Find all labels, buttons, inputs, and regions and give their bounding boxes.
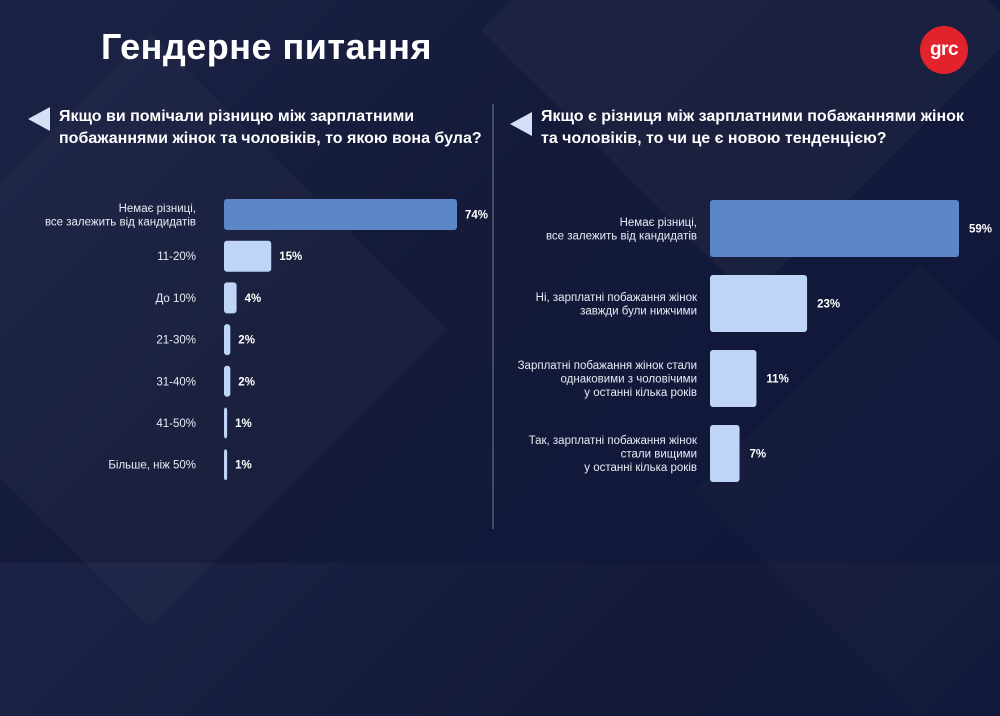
value-label: 1% bbox=[235, 418, 252, 430]
category-label: у останні кілька років bbox=[584, 387, 697, 399]
bar bbox=[710, 425, 740, 482]
category-label: 31-40% bbox=[156, 376, 196, 388]
bar bbox=[224, 324, 231, 356]
bar bbox=[710, 275, 808, 332]
value-label: 59% bbox=[969, 224, 992, 236]
category-label: 11-20% bbox=[157, 251, 196, 263]
value-label: 4% bbox=[245, 293, 262, 305]
grc-logo: grc bbox=[920, 26, 968, 74]
bar bbox=[224, 240, 272, 272]
bar bbox=[224, 365, 231, 397]
left-bar-chart: 74% Немає різниці,все залежить від кандид… bbox=[45, 199, 488, 481]
category-label: Немає різниці, bbox=[119, 203, 196, 215]
category-label: однаковими з чоловічими bbox=[561, 374, 697, 386]
bar bbox=[710, 350, 757, 407]
right-bar-chart: 59% Немає різниці,все залежить від кандид… bbox=[518, 200, 992, 482]
bar bbox=[224, 449, 228, 481]
value-label: 2% bbox=[238, 335, 255, 347]
triangle-pointer-icon bbox=[510, 112, 532, 136]
value-label: 2% bbox=[238, 376, 255, 388]
category-label: Більше, ніж 50% bbox=[108, 460, 196, 472]
triangle-pointer-icon bbox=[28, 107, 50, 131]
column-divider bbox=[492, 104, 494, 529]
category-label: 41-50% bbox=[156, 418, 196, 430]
left-question: Якщо ви помічали різницю між зарплатними… bbox=[59, 108, 482, 147]
category-label: все залежить від кандидатів bbox=[546, 230, 697, 242]
value-label: 15% bbox=[279, 251, 302, 263]
category-label: Так, зарплатні побажання жінок bbox=[529, 435, 698, 447]
value-label: 7% bbox=[750, 449, 767, 461]
page-title: Гендерне питання bbox=[101, 26, 432, 67]
bar bbox=[224, 282, 237, 314]
value-label: 74% bbox=[465, 210, 488, 222]
category-label: все залежить від кандидатів bbox=[45, 216, 196, 228]
category-label: Немає різниці, bbox=[620, 217, 697, 229]
category-label: стали вищими bbox=[621, 449, 697, 461]
bar bbox=[224, 199, 457, 230]
category-label: 21-30% bbox=[156, 335, 196, 347]
bar bbox=[224, 407, 228, 439]
value-label: 23% bbox=[817, 299, 840, 311]
value-label: 1% bbox=[235, 460, 252, 472]
bar-charts: 74%Немає різниці,все залежить від кандид… bbox=[44, 199, 992, 482]
bar bbox=[710, 200, 959, 257]
value-label: 11% bbox=[766, 374, 788, 386]
right-question: Якщо є різниця між зарплатними побажання… bbox=[541, 108, 964, 147]
category-label: До 10% bbox=[155, 293, 196, 305]
category-label: у останні кілька років bbox=[584, 462, 697, 474]
category-label: Зарплатні побажання жінок стали bbox=[518, 360, 697, 372]
category-label: Ні, зарплатні побажання жінок bbox=[536, 292, 698, 304]
category-label: завжди були нижчими bbox=[580, 305, 697, 317]
